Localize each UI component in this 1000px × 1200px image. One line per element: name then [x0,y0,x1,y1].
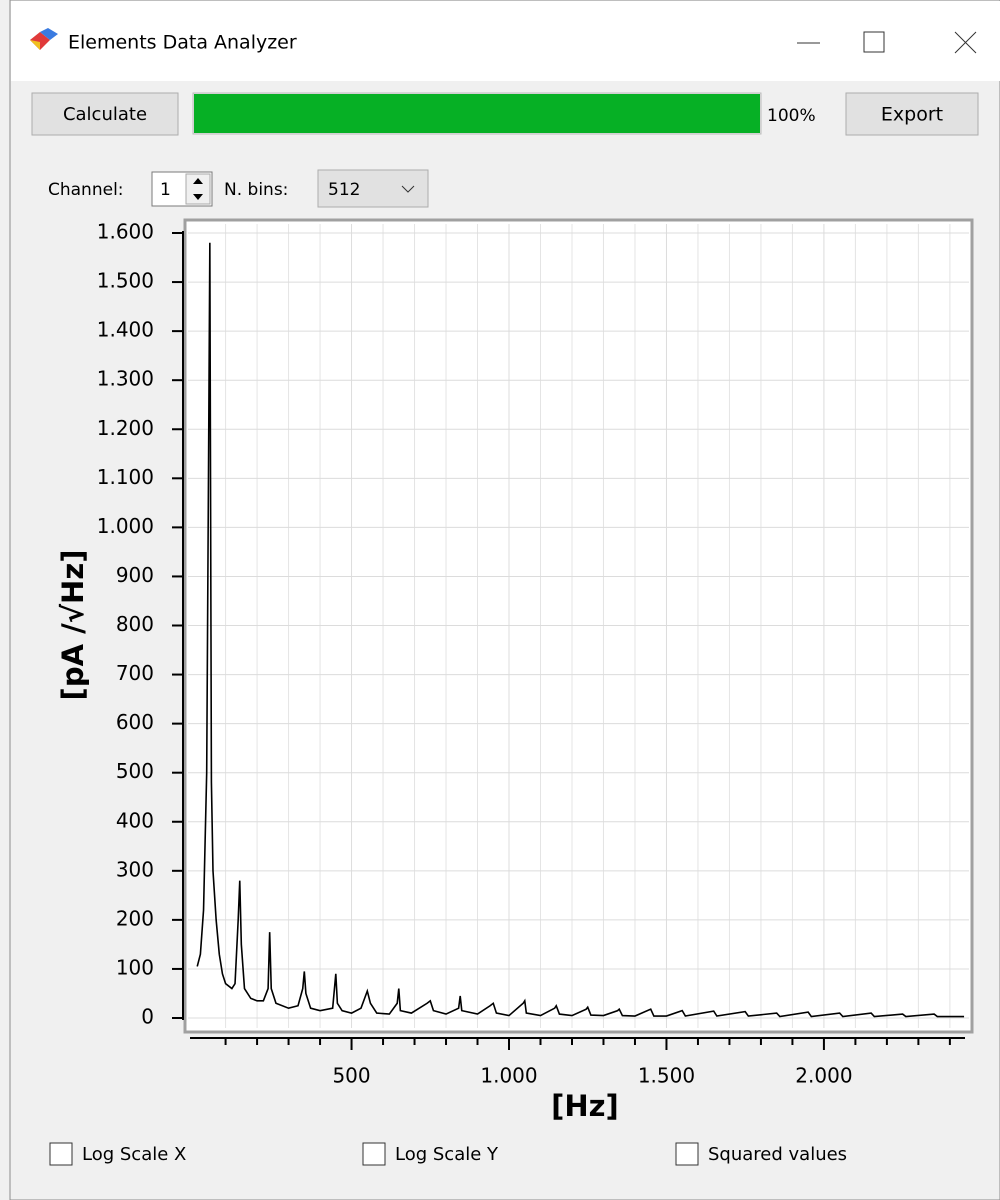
y-tick-label: 1.100 [97,465,154,489]
combo-arrow [401,185,415,193]
checkbox[interactable] [49,1142,73,1166]
y-tick-label: 1.600 [97,220,154,244]
x-tick-label: 1.000 [480,1064,537,1088]
y-tick-label: 0 [141,1005,154,1029]
window-title: Elements Data Analyzer [68,32,297,54]
app-icon [30,28,58,50]
close-button[interactable] [954,31,977,54]
export-label: Export [881,104,943,126]
y-tick-label: 500 [116,759,154,783]
options: Log Scale X Log Scale Y Squared values [49,1142,847,1166]
y-tick-label: 900 [116,563,154,587]
channel-value: 1 [160,180,171,200]
y-tick-label: 200 [116,906,154,930]
calculate-button[interactable] [31,92,179,136]
x-tick-label: 2.000 [795,1064,852,1088]
checkbox-label: Log Scale Y [395,1144,499,1165]
spin-arrow-icons [193,178,203,200]
maximize-button[interactable] [863,31,885,53]
checkbox-label: Log Scale X [82,1144,186,1165]
calculate-label: Calculate [63,104,147,125]
bins-combo[interactable] [317,169,429,208]
checkbox-label: Squared values [708,1144,847,1165]
y-tick-label: 1.400 [97,318,154,342]
title-bar [11,1,1000,81]
plot: 0 100 200 300 400 500 600 700 800 900 1.000 1.100 1.… [97,220,969,1088]
x-tick-label: 500 [332,1064,370,1088]
y-axis-title: [pA /√Hz] [56,550,90,701]
channel-label: Channel: [48,180,124,200]
y-tick-label: 300 [116,857,154,881]
y-tick-label: 1.200 [97,416,154,440]
progress-fill [194,94,760,133]
bins-value: 512 [328,180,360,200]
y-tick-label: 700 [116,661,154,685]
y-tick-label: 400 [116,808,154,832]
bins-label: N. bins: [224,180,288,200]
x-axis-title: [Hz] [551,1089,619,1123]
y-tick-label: 1.300 [97,367,154,391]
checkbox[interactable] [675,1142,699,1166]
spectrum-line [196,242,965,1018]
y-tick-label: 1.000 [97,514,154,538]
y-tick-label: 100 [116,955,154,979]
progress-label: 100% [767,106,816,126]
export-button[interactable] [845,92,979,136]
checkbox[interactable] [362,1142,386,1166]
y-tick-label: 600 [116,710,154,734]
y-tick-label: 800 [116,612,154,636]
x-tick-label: 1.500 [638,1064,695,1088]
y-tick-label: 1.500 [97,269,154,293]
